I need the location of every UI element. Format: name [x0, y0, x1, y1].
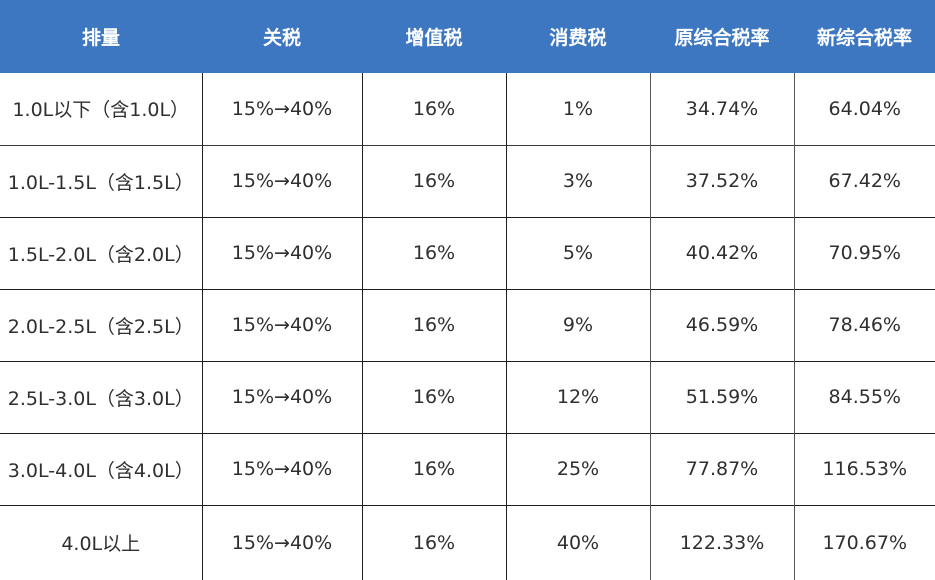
table-row: 2.0L-2.5L（含2.5L） 15%→40% 16% 9% 46.59% 7…	[0, 288, 935, 361]
cell-new-rate: 170.67%	[793, 504, 935, 580]
cell-consumption-tax: 1%	[505, 73, 650, 145]
header-displacement: 排量	[0, 0, 202, 73]
cell-vat: 16%	[361, 144, 506, 217]
cell-original-rate: 122.33%	[649, 504, 794, 580]
cell-consumption-tax: 12%	[505, 360, 650, 433]
cell-original-rate: 77.87%	[649, 432, 794, 505]
header-original-rate: 原综合税率	[650, 0, 794, 73]
table-row: 1.0L以下（含1.0L） 15%→40% 16% 1% 34.74% 64.0…	[0, 73, 935, 145]
table-body: 1.0L以下（含1.0L） 15%→40% 16% 1% 34.74% 64.0…	[0, 73, 935, 580]
cell-vat: 16%	[361, 73, 506, 145]
cell-vat: 16%	[361, 504, 506, 580]
cell-tariff: 15%→40%	[201, 216, 362, 289]
cell-consumption-tax: 5%	[505, 216, 650, 289]
cell-displacement: 1.5L-2.0L（含2.0L）	[0, 216, 202, 289]
cell-original-rate: 51.59%	[649, 360, 794, 433]
cell-displacement: 2.5L-3.0L（含3.0L）	[0, 360, 202, 433]
cell-tariff: 15%→40%	[201, 360, 362, 433]
table-row: 2.5L-3.0L（含3.0L） 15%→40% 16% 12% 51.59% …	[0, 360, 935, 433]
table-row: 1.0L-1.5L（含1.5L） 15%→40% 16% 3% 37.52% 6…	[0, 144, 935, 217]
cell-new-rate: 84.55%	[793, 360, 935, 433]
cell-original-rate: 40.42%	[649, 216, 794, 289]
header-row: 排量 关税 增值税 消费税 原综合税率 新综合税率	[0, 0, 935, 73]
cell-original-rate: 37.52%	[649, 144, 794, 217]
cell-tariff: 15%→40%	[201, 144, 362, 217]
cell-vat: 16%	[361, 216, 506, 289]
cell-displacement: 1.0L-1.5L（含1.5L）	[0, 144, 202, 217]
table-row: 1.5L-2.0L（含2.0L） 15%→40% 16% 5% 40.42% 7…	[0, 216, 935, 289]
cell-consumption-tax: 25%	[505, 432, 650, 505]
cell-tariff: 15%→40%	[201, 432, 362, 505]
cell-displacement: 4.0L以上	[0, 504, 202, 580]
cell-vat: 16%	[361, 432, 506, 505]
cell-vat: 16%	[361, 288, 506, 361]
cell-new-rate: 78.46%	[793, 288, 935, 361]
header-new-rate: 新综合税率	[794, 0, 935, 73]
cell-original-rate: 46.59%	[649, 288, 794, 361]
table-row: 4.0L以上 15%→40% 16% 40% 122.33% 170.67%	[0, 504, 935, 580]
table-row: 3.0L-4.0L（含4.0L） 15%→40% 16% 25% 77.87% …	[0, 432, 935, 505]
cell-tariff: 15%→40%	[201, 288, 362, 361]
cell-consumption-tax: 40%	[505, 504, 650, 580]
cell-vat: 16%	[361, 360, 506, 433]
cell-new-rate: 67.42%	[793, 144, 935, 217]
header-consumption-tax: 消费税	[506, 0, 650, 73]
cell-displacement: 2.0L-2.5L（含2.5L）	[0, 288, 202, 361]
cell-new-rate: 70.95%	[793, 216, 935, 289]
cell-displacement: 3.0L-4.0L（含4.0L）	[0, 432, 202, 505]
header-tariff: 关税	[202, 0, 362, 73]
table-header: 排量 关税 增值税 消费税 原综合税率 新综合税率	[0, 0, 935, 73]
cell-tariff: 15%→40%	[201, 73, 362, 145]
cell-tariff: 15%→40%	[201, 504, 362, 580]
cell-consumption-tax: 9%	[505, 288, 650, 361]
cell-original-rate: 34.74%	[649, 73, 794, 145]
cell-new-rate: 64.04%	[793, 73, 935, 145]
cell-new-rate: 116.53%	[793, 432, 935, 505]
header-vat: 增值税	[362, 0, 506, 73]
cell-consumption-tax: 3%	[505, 144, 650, 217]
cell-displacement: 1.0L以下（含1.0L）	[12, 99, 190, 122]
